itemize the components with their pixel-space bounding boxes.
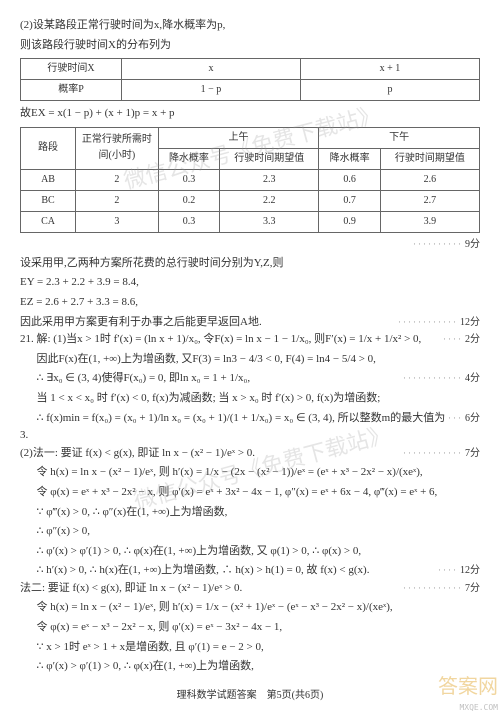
p2-h3: ∵ φ‴(x) > 0, ∴ φ″(x)在(1, +∞)上为增函数, xyxy=(20,504,480,522)
score-7b: 7分 xyxy=(465,581,480,597)
t1-c21: 1 − p xyxy=(121,80,300,101)
table-row: AB 2 0.3 2.3 0.6 2.6 xyxy=(21,169,480,190)
score-7: 7分 xyxy=(465,446,480,462)
block-a-2: EY = 2.3 + 2.2 + 3.9 = 8.4, xyxy=(20,274,480,292)
p2-head: (2)法一: 要证 f(x) < g(x), 即证 ln x − (x² − 1… xyxy=(20,445,401,463)
t2-h-p1: 降水概率 xyxy=(158,148,220,169)
t1-h2: 概率P xyxy=(21,80,122,101)
table-row: CA 3 0.3 3.3 0.9 3.9 xyxy=(21,211,480,232)
ex-line: 故EX = x(1 − p) + (x + 1)p = x + p xyxy=(20,105,480,123)
score-4: 4分 xyxy=(465,371,480,387)
t1-h1: 行驶时间X xyxy=(21,59,122,80)
p2-h1: 令 h(x) = ln x − (x² − 1)/eˣ, 则 h′(x) = 1… xyxy=(20,464,480,482)
m2-a: 令 h(x) = ln x − (x² − 1)/eˣ, 则 h′(x) = 1… xyxy=(20,599,480,617)
q21-l4: ∴ f(x)min = f(x₀) = (x₀ + 1)/ln x₀ = (x₀… xyxy=(20,410,446,445)
block-a-4: 因此采用甲方案更有利于办事之后能更早返回A地. xyxy=(20,314,396,332)
score-9: 9分 xyxy=(465,237,480,253)
p2-h2: 令 φ(x) = eˣ + x³ − 2x² − x, 则 φ′(x) = eˣ… xyxy=(20,484,480,502)
m2-c: ∵ x > 1时 eˣ > 1 + x是增函数, 且 φ′(1) = e − 2… xyxy=(20,639,480,657)
m2-b: 令 φ(x) = eˣ − x³ − 2x² − x, 则 φ′(x) = eˣ… xyxy=(20,619,480,637)
t1-c11: x xyxy=(121,59,300,80)
block-a-1: 设采用甲,乙两种方案所花费的总行驶时间分别为Y,Z,则 xyxy=(20,255,480,273)
block-a-3: EZ = 2.6 + 2.7 + 3.3 = 8.6, xyxy=(20,294,480,312)
t2-h-e1: 行驶时间期望值 xyxy=(220,148,319,169)
score-6: 6分 xyxy=(465,411,480,427)
t2-h-top2: 下午 xyxy=(319,127,480,148)
p2-h4: ∴ φ″(x) > 0, xyxy=(20,523,480,541)
m2-d: ∴ φ′(x) > φ′(1) > 0, ∴ φ(x)在(1, +∞)上为增函数… xyxy=(20,658,480,676)
t2-h-top1: 上午 xyxy=(158,127,319,148)
t2-h-time: 正常行驶所需时间(小时) xyxy=(76,127,159,169)
m2-head: 法二: 要证 f(x) < g(x), 即证 ln x − (x² − 1)/e… xyxy=(20,580,401,598)
t2-h-e2: 行驶时间期望值 xyxy=(380,148,479,169)
intro-line-2: 则该路段行驶时间X的分布列为 xyxy=(20,37,480,55)
intro-line-1: (2)设某路段正常行驶时间为x,降水概率为p, xyxy=(20,17,480,35)
p2-h5: ∴ φ′(x) > φ′(1) > 0, ∴ φ(x)在(1, +∞)上为增函数… xyxy=(20,543,480,561)
t1-c12: x + 1 xyxy=(300,59,479,80)
page-footer: 理科数学试题答案 第5页(共6页) xyxy=(20,688,480,704)
score-12a: 12分 xyxy=(460,315,480,331)
score-2: 2分 xyxy=(465,332,480,348)
distribution-table: 行驶时间X x x + 1 概率P 1 − p p xyxy=(20,58,480,101)
route-table: 路段 正常行驶所需时间(小时) 上午 下午 降水概率 行驶时间期望值 降水概率 … xyxy=(20,127,480,233)
q21-open: 21. 解: (1)当x > 1时 f′(x) = (ln x + 1)/x₀,… xyxy=(20,331,441,349)
table-row: BC 2 0.2 2.2 0.7 2.7 xyxy=(21,190,480,211)
t2-h-p2: 降水概率 xyxy=(319,148,381,169)
corner-watermark: 答案网 xyxy=(438,677,498,697)
score-12b: 12分 xyxy=(460,563,480,579)
p2-h6: ∴ h′(x) > 0, ∴ h(x)在(1, +∞)上为增函数, ∴ h(x)… xyxy=(20,562,436,580)
t2-h-route: 路段 xyxy=(21,127,76,169)
q21-l3: 当 1 < x < x₀ 时 f′(x) < 0, f(x)为减函数; 当 x … xyxy=(20,390,480,408)
q21-l2a: ∴ ∃x₀ ∈ (3, 4)使得F(x₀) = 0, 即ln x₀ = 1 + … xyxy=(20,370,401,388)
q21-l1: 因此F(x)在(1, +∞)上为增函数, 又F(3) = ln3 − 4/3 <… xyxy=(20,351,480,369)
corner-watermark-url: MXQE.COM xyxy=(459,702,498,715)
t1-c22: p xyxy=(300,80,479,101)
